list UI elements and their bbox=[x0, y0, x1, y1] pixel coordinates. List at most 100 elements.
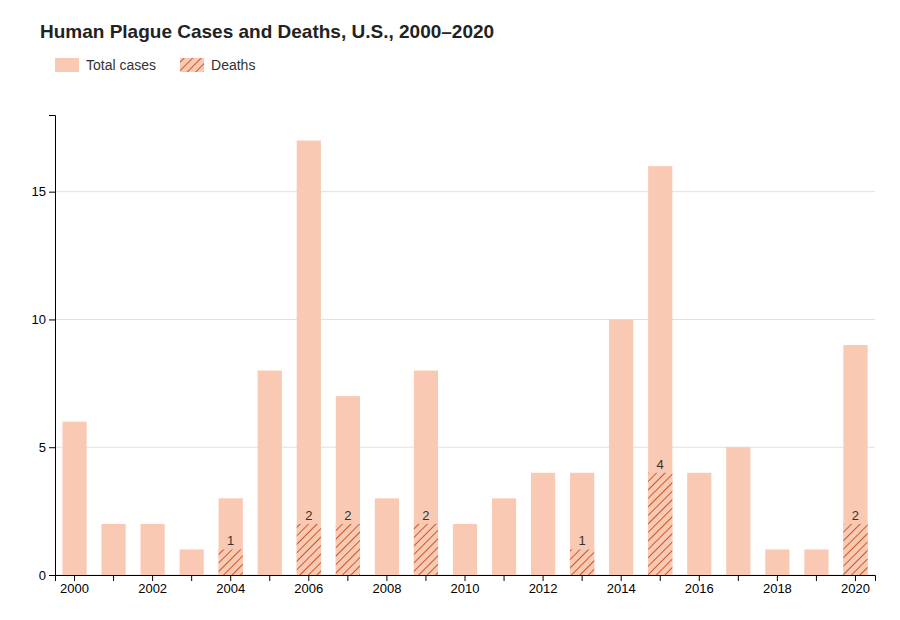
case-bar bbox=[531, 473, 555, 575]
death-bar bbox=[492, 575, 516, 576]
x-tick bbox=[269, 575, 270, 581]
case-bar bbox=[804, 549, 828, 575]
x-tick: 2002 bbox=[138, 575, 167, 596]
death-bar bbox=[336, 524, 360, 575]
x-tick: 2018 bbox=[763, 575, 792, 596]
x-tick: 2010 bbox=[451, 575, 480, 596]
x-tick-mark bbox=[113, 575, 114, 581]
death-bar bbox=[765, 575, 789, 576]
x-tick bbox=[113, 575, 114, 581]
death-bar bbox=[258, 575, 282, 576]
x-tick-mark bbox=[347, 575, 348, 581]
x-tick-label: 2020 bbox=[841, 581, 870, 596]
y-tick-label: 15 bbox=[32, 184, 46, 199]
case-bar bbox=[570, 473, 594, 575]
death-bar bbox=[570, 549, 594, 575]
x-tick-label: 2006 bbox=[294, 581, 323, 596]
y-tick: 5 bbox=[39, 440, 55, 455]
x-tick: 2012 bbox=[529, 575, 558, 596]
x-tick: 2014 bbox=[607, 575, 636, 596]
data-labels: 1222142 bbox=[227, 457, 859, 549]
x-tick bbox=[347, 575, 348, 581]
case-bar bbox=[843, 345, 867, 575]
bars bbox=[62, 141, 867, 575]
data-label: 2 bbox=[305, 508, 312, 523]
y-tick: 0 bbox=[39, 568, 55, 583]
case-bar bbox=[336, 396, 360, 575]
case-bar bbox=[375, 498, 399, 575]
x-tick bbox=[191, 575, 192, 581]
legend-item: Deaths bbox=[180, 57, 255, 73]
data-label: 2 bbox=[344, 508, 351, 523]
case-bar bbox=[453, 524, 477, 575]
x-tick-label: 2008 bbox=[372, 581, 401, 596]
death-bar bbox=[609, 575, 633, 576]
y-axis: 0 5 10 15 bbox=[32, 116, 56, 583]
grid-line bbox=[55, 191, 875, 192]
y-tick-mark bbox=[49, 447, 55, 448]
data-label: 1 bbox=[579, 533, 586, 548]
death-bar bbox=[297, 524, 321, 575]
x-tick-mark bbox=[699, 575, 700, 581]
death-bar bbox=[375, 575, 399, 576]
y-tick-mark bbox=[49, 319, 55, 320]
bar-series bbox=[62, 141, 867, 575]
x-tick-mark bbox=[74, 575, 75, 581]
legend-swatch bbox=[55, 58, 79, 72]
x-tick-label: 2018 bbox=[763, 581, 792, 596]
x-tick-label: 2014 bbox=[607, 581, 636, 596]
death-bar bbox=[531, 575, 555, 576]
x-tick: 2016 bbox=[685, 575, 714, 596]
x-tick-mark bbox=[543, 575, 544, 581]
x-tick: 2008 bbox=[372, 575, 401, 596]
grid bbox=[55, 192, 875, 575]
y-tick-label: 10 bbox=[32, 312, 46, 327]
data-label: 1 bbox=[227, 533, 234, 548]
y-tick: 15 bbox=[32, 184, 55, 199]
x-tick-mark bbox=[504, 575, 505, 581]
x-axis: 2000 2002 2004 2006 2008 2010 2012 2014 2016 2018… bbox=[56, 575, 876, 596]
data-label: 2 bbox=[852, 508, 859, 523]
x-tick-mark bbox=[386, 575, 387, 581]
x-tick-label: 2002 bbox=[138, 581, 167, 596]
death-bar bbox=[219, 549, 243, 575]
death-bar bbox=[62, 575, 86, 576]
x-tick-mark bbox=[621, 575, 622, 581]
x-tick bbox=[582, 575, 583, 581]
x-tick: 2020 bbox=[841, 575, 870, 596]
y-axis-line bbox=[49, 116, 56, 576]
grid-line bbox=[55, 319, 875, 320]
death-bar bbox=[726, 575, 750, 576]
grid-line bbox=[55, 447, 875, 448]
case-bar bbox=[414, 371, 438, 575]
x-axis-line bbox=[56, 576, 876, 582]
death-bar bbox=[141, 575, 165, 576]
data-label: 4 bbox=[657, 457, 664, 472]
y-tick-label: 5 bbox=[39, 440, 46, 455]
case-bar bbox=[765, 549, 789, 575]
x-tick bbox=[504, 575, 505, 581]
x-tick bbox=[738, 575, 739, 581]
x-tick: 2004 bbox=[216, 575, 245, 596]
case-bar bbox=[62, 422, 86, 575]
x-tick-mark bbox=[425, 575, 426, 581]
x-tick-mark bbox=[465, 575, 466, 581]
x-tick-mark bbox=[308, 575, 309, 581]
case-bar bbox=[726, 447, 750, 575]
y-tick-label: 0 bbox=[39, 568, 46, 583]
x-tick: 2006 bbox=[294, 575, 323, 596]
x-tick-mark bbox=[230, 575, 231, 581]
death-bar bbox=[687, 575, 711, 576]
x-tick-label: 2010 bbox=[451, 581, 480, 596]
bar-series bbox=[219, 473, 868, 575]
case-bar bbox=[492, 498, 516, 575]
x-tick-label: 2000 bbox=[60, 581, 89, 596]
case-bar bbox=[141, 524, 165, 575]
case-bar bbox=[219, 498, 243, 575]
death-bar bbox=[414, 524, 438, 575]
y-tick: 10 bbox=[32, 312, 55, 327]
legend: Total casesDeaths bbox=[55, 57, 255, 73]
plot-area: 0510152000200220042006200820102012201420… bbox=[32, 116, 876, 597]
death-bar bbox=[648, 473, 672, 575]
x-tick-mark bbox=[777, 575, 778, 581]
